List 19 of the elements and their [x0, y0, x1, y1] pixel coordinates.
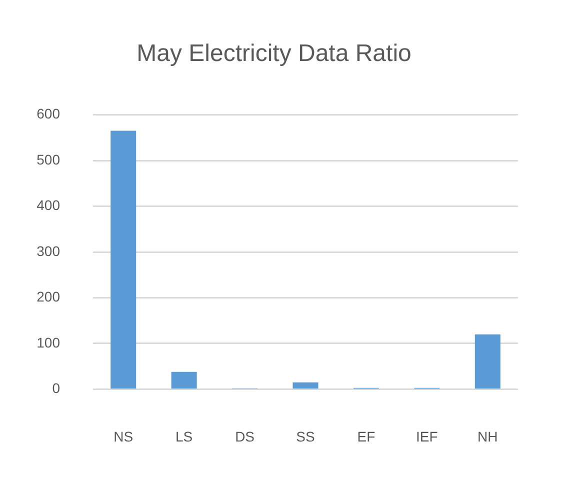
x-tick-label: LS: [176, 428, 193, 444]
x-tick-label: SS: [296, 428, 315, 444]
y-tick-label: 300: [36, 242, 60, 259]
chart-title: May Electricity Data Ratio: [136, 40, 412, 68]
x-tick-label: DS: [235, 428, 255, 444]
bar: [110, 130, 136, 388]
y-tick-label: 100: [36, 334, 60, 350]
y-tick-label: 400: [36, 197, 60, 214]
x-tick-label: NH: [478, 428, 498, 444]
bar: [474, 334, 500, 388]
x-tick-label: IEF: [416, 428, 438, 444]
bar: [171, 372, 197, 388]
x-tick-label: EF: [357, 428, 376, 444]
x-tick-label: NS: [114, 428, 134, 444]
y-tick-label: 500: [36, 151, 60, 168]
bar: [292, 382, 318, 388]
y-tick-label: 600: [36, 106, 60, 122]
y-tick-label: 200: [36, 288, 60, 305]
y-tick-label: 0: [52, 380, 60, 396]
